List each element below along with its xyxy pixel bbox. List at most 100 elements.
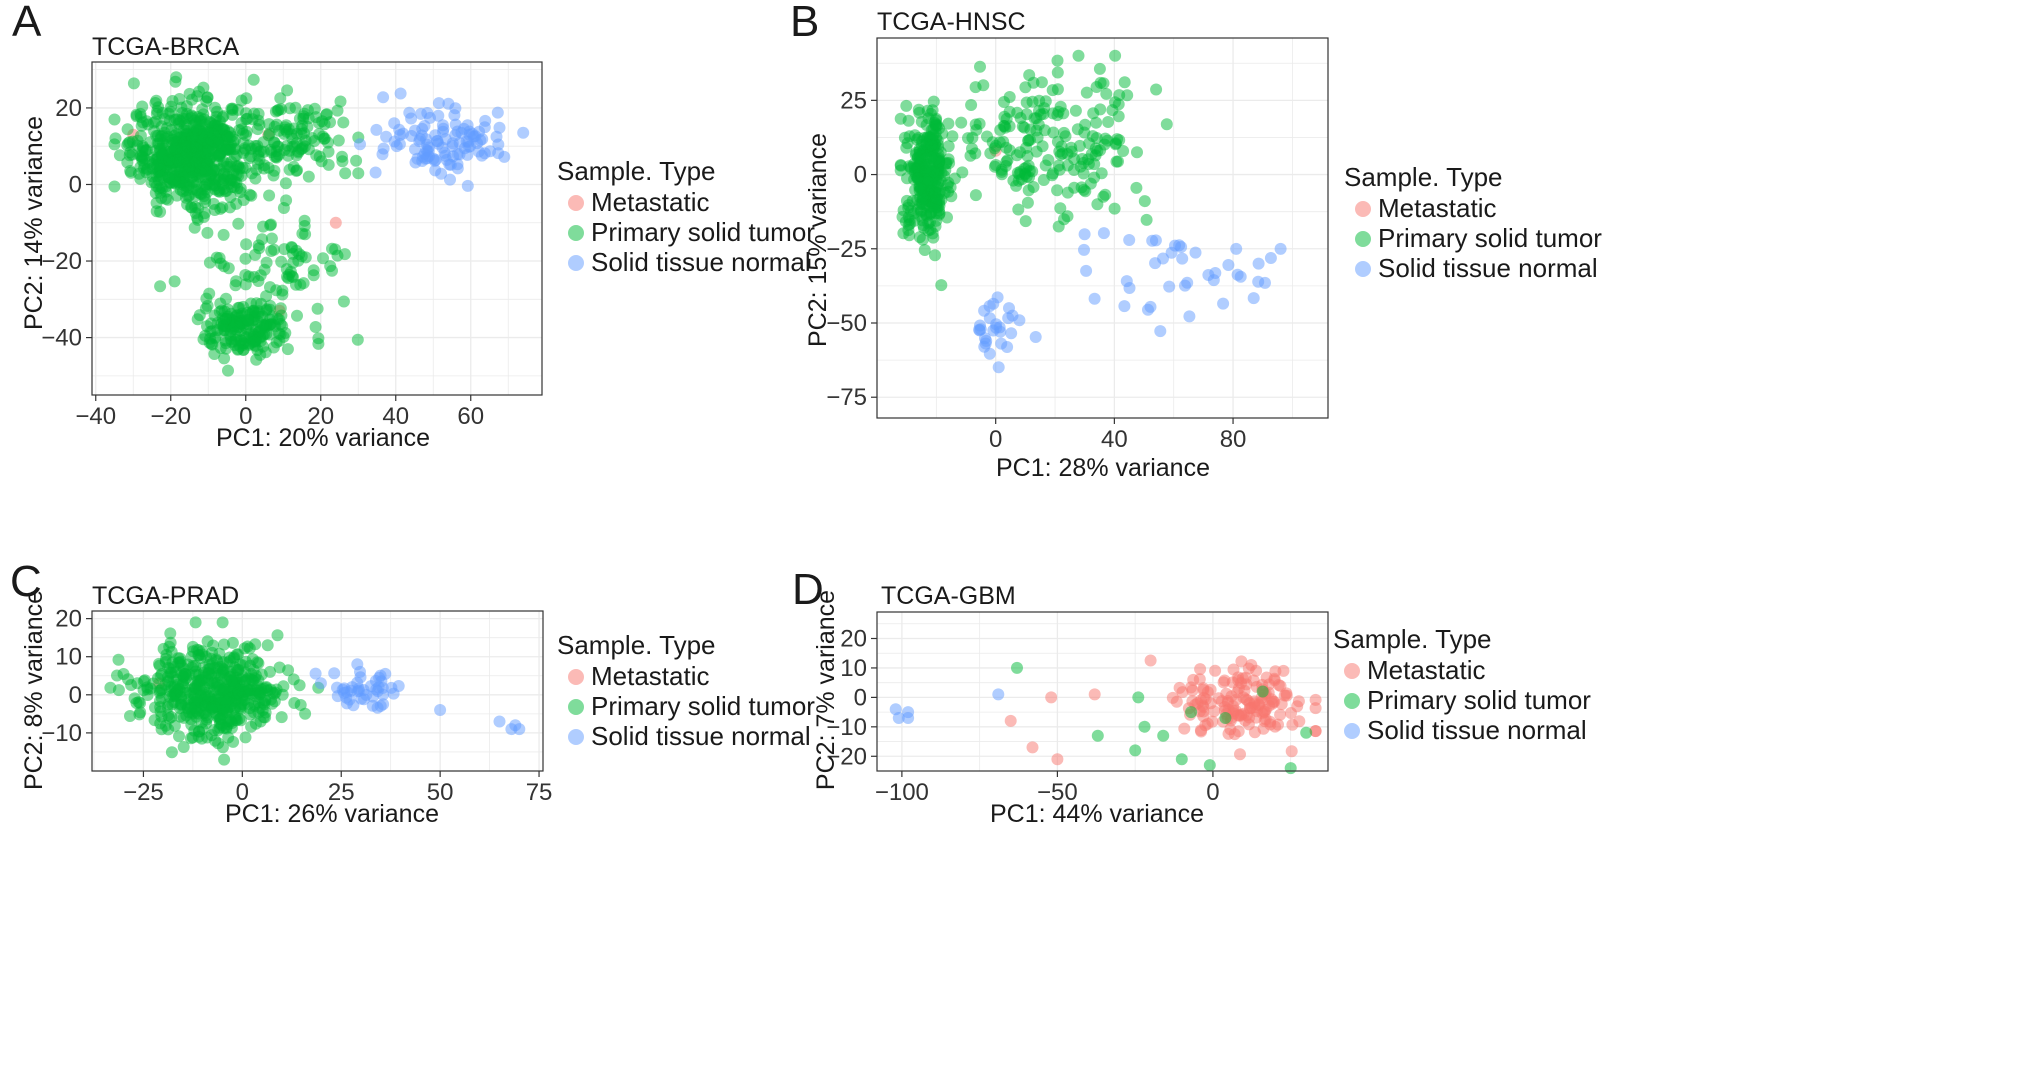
data-point bbox=[1234, 748, 1246, 761]
data-point bbox=[1118, 300, 1131, 313]
data-point bbox=[956, 166, 969, 179]
series-primary-solid-tumor bbox=[1011, 661, 1313, 775]
data-point bbox=[983, 312, 996, 325]
legend-key-metastatic bbox=[1355, 201, 1371, 217]
data-point bbox=[277, 202, 290, 214]
data-point bbox=[1118, 76, 1131, 89]
legend-label: Primary solid tumor bbox=[1378, 223, 1602, 253]
legend-label: Primary solid tumor bbox=[1367, 685, 1591, 715]
x-tick-label: 50 bbox=[427, 779, 454, 806]
data-point bbox=[291, 309, 303, 322]
y-tick-label: −40 bbox=[41, 325, 82, 352]
data-point bbox=[264, 665, 276, 678]
data-point bbox=[905, 205, 917, 217]
data-point bbox=[1222, 727, 1235, 740]
data-point bbox=[1274, 242, 1287, 255]
data-point bbox=[1099, 188, 1112, 201]
data-point bbox=[180, 191, 192, 204]
data-point bbox=[1084, 177, 1097, 190]
data-point bbox=[370, 123, 383, 136]
data-point bbox=[337, 116, 350, 129]
data-point bbox=[307, 269, 320, 282]
data-point bbox=[997, 120, 1010, 132]
data-point bbox=[354, 138, 366, 151]
data-point bbox=[117, 668, 130, 680]
data-point bbox=[1309, 702, 1322, 715]
data-point bbox=[268, 120, 281, 133]
data-point bbox=[1069, 104, 1082, 117]
y-tick-label: −10 bbox=[826, 714, 867, 741]
legend-key-metastatic bbox=[1344, 663, 1360, 679]
legend-label: Solid tissue normal bbox=[1378, 253, 1598, 283]
data-point bbox=[1274, 680, 1287, 692]
panel-title: TCGA-BRCA bbox=[92, 33, 240, 61]
data-point bbox=[351, 658, 364, 671]
data-point bbox=[135, 119, 148, 132]
data-point bbox=[1051, 54, 1064, 67]
panel-label: C bbox=[10, 557, 42, 606]
y-tick-label: −50 bbox=[826, 310, 867, 337]
series-solid-tissue-normal bbox=[889, 688, 1005, 724]
data-point bbox=[377, 91, 390, 104]
data-point bbox=[268, 243, 280, 256]
data-point bbox=[137, 684, 150, 697]
legend-label: Metastatic bbox=[1378, 193, 1497, 223]
data-point bbox=[172, 154, 185, 167]
data-point bbox=[1256, 685, 1269, 698]
data-point bbox=[900, 99, 913, 112]
data-point bbox=[405, 112, 418, 125]
data-point bbox=[334, 95, 347, 108]
data-point bbox=[253, 242, 266, 255]
data-point bbox=[1094, 76, 1107, 89]
y-tick-label: 0 bbox=[854, 162, 867, 189]
data-point bbox=[1020, 96, 1033, 109]
data-point bbox=[297, 277, 310, 290]
data-point bbox=[1176, 252, 1189, 265]
data-point bbox=[196, 103, 209, 116]
data-point bbox=[298, 220, 311, 232]
data-point bbox=[329, 216, 342, 229]
data-point bbox=[214, 257, 227, 270]
data-point bbox=[1235, 655, 1248, 668]
data-point bbox=[1042, 154, 1055, 166]
data-point bbox=[145, 176, 158, 189]
data-point bbox=[1175, 753, 1188, 766]
y-tick-label: 10 bbox=[55, 644, 82, 671]
data-point bbox=[136, 154, 149, 167]
data-point bbox=[1078, 243, 1090, 256]
data-point bbox=[201, 635, 214, 648]
data-point bbox=[1252, 257, 1265, 270]
data-point bbox=[161, 701, 174, 714]
data-point bbox=[218, 352, 231, 365]
data-point bbox=[201, 91, 214, 104]
data-point bbox=[1278, 689, 1291, 702]
data-point bbox=[969, 189, 982, 202]
data-point bbox=[121, 123, 134, 136]
data-point bbox=[905, 162, 918, 175]
data-point bbox=[177, 741, 190, 753]
data-point bbox=[222, 731, 235, 744]
data-point bbox=[992, 361, 1005, 374]
data-point bbox=[1021, 196, 1034, 209]
data-point bbox=[1023, 171, 1035, 184]
data-point bbox=[517, 126, 530, 139]
data-point bbox=[943, 157, 956, 170]
legend-title: Sample. Type bbox=[1333, 624, 1492, 654]
data-point bbox=[1020, 108, 1033, 121]
data-point bbox=[187, 175, 200, 188]
data-point bbox=[1194, 663, 1207, 676]
data-point bbox=[1100, 87, 1113, 100]
data-point bbox=[112, 653, 125, 666]
y-tick-label: 10 bbox=[840, 655, 867, 682]
data-point bbox=[388, 135, 401, 148]
data-point bbox=[226, 636, 239, 649]
y-tick-label: 25 bbox=[840, 87, 867, 114]
legend-key-metastatic bbox=[568, 669, 584, 685]
data-point bbox=[173, 93, 186, 105]
data-point bbox=[1013, 168, 1026, 181]
data-point bbox=[1102, 116, 1115, 128]
legend-title: Sample. Type bbox=[1344, 162, 1503, 192]
data-point bbox=[421, 152, 434, 165]
data-point bbox=[201, 299, 214, 312]
